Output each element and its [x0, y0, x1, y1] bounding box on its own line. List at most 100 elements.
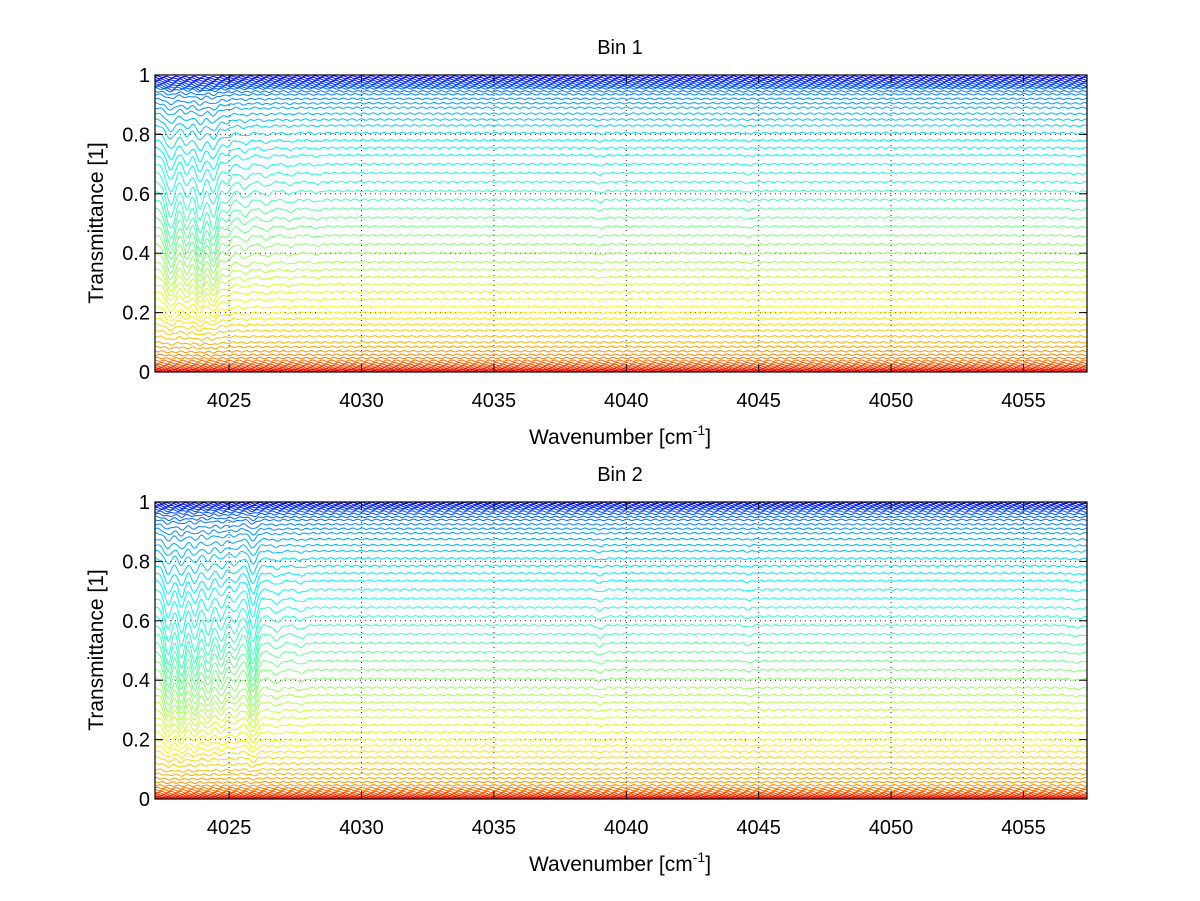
spectrum-line	[154, 730, 1088, 745]
spectrum-line	[154, 537, 1088, 550]
x-tick-label: 4050	[869, 817, 914, 839]
spectrum-line	[154, 738, 1088, 750]
spectrum-line	[154, 283, 1088, 303]
spectrum-line	[154, 112, 1088, 126]
spectrum-line	[154, 311, 1088, 323]
spectrum-line	[154, 504, 1088, 508]
axes-frame	[154, 501, 1088, 800]
spectrum-line	[154, 361, 1088, 365]
spectrum-line	[154, 353, 1088, 357]
spectrum-line	[154, 225, 1088, 265]
y-tick-label: 0.6	[122, 611, 150, 633]
spectrum-line	[154, 786, 1088, 790]
y-tick-label: 0.8	[122, 551, 150, 573]
spectrum-line	[154, 76, 1088, 81]
spectrum-line	[154, 668, 1088, 705]
spectrum-line	[154, 124, 1088, 141]
spectrum-line	[154, 788, 1088, 792]
spectrum-line	[154, 359, 1088, 363]
spectrum-line	[154, 543, 1088, 559]
spectrum-line	[154, 275, 1088, 298]
spectrum-line	[154, 512, 1088, 519]
x-tick-label: 4030	[339, 390, 384, 412]
spectrum-line	[154, 317, 1088, 328]
spectrum-line	[154, 90, 1088, 97]
spectrum-line	[154, 572, 1088, 599]
spectrum-line	[154, 243, 1088, 278]
spectrum-line	[154, 708, 1088, 729]
spectrum-line	[154, 305, 1088, 318]
spectrum-line	[154, 677, 1088, 710]
spectrum-line	[154, 189, 1088, 234]
spectrum-line	[154, 85, 1088, 92]
spectrum-line	[154, 615, 1088, 659]
y-tick-label: 0.6	[122, 184, 150, 206]
spectrum-line	[154, 207, 1088, 252]
spectrum-line	[154, 345, 1088, 350]
series-layer	[154, 501, 1088, 800]
y-axis-label: Transmittance [1]	[85, 569, 108, 730]
panel-bin-2: Bin 2 4025 4030 4035 4040 4045 4050 4055 0 0.2 0.…	[85, 464, 1088, 876]
spectrum-line	[154, 216, 1088, 258]
spectrum-line	[154, 260, 1088, 290]
spectrum-line	[154, 776, 1088, 781]
x-tick-label: 4045	[736, 390, 781, 412]
spectrum-line	[154, 744, 1088, 754]
spectrum-line	[154, 508, 1088, 513]
spectrum-line	[154, 356, 1088, 360]
spectrum-line	[154, 623, 1088, 669]
spectrum-line	[154, 527, 1088, 537]
spectrum-line	[154, 75, 1088, 79]
y-tick-label: 1	[139, 492, 150, 514]
spectrum-line	[154, 659, 1088, 697]
spectrum-line	[154, 606, 1088, 648]
spectrum-line	[154, 768, 1088, 773]
x-axis-label: Wavenumber [cm-1]	[529, 422, 711, 449]
y-tick-label: 0	[139, 362, 150, 384]
y-tick-label: 0.2	[122, 730, 150, 752]
spectrum-line	[154, 366, 1088, 369]
panel-bin-1: Bin 1 4025 4030 4035 4040 4045 4050 4055 0 0.2 0.…	[85, 37, 1088, 449]
spectrum-line	[154, 557, 1088, 576]
spectrum-line	[154, 750, 1088, 759]
spectrum-line	[154, 79, 1088, 84]
spectrum-line	[154, 579, 1088, 608]
spectrum-line	[154, 531, 1088, 542]
spectrum-line	[154, 588, 1088, 621]
spectrum-line	[154, 180, 1088, 222]
spectrum-line	[154, 341, 1088, 347]
y-tick-label: 0.4	[122, 243, 150, 265]
spectrum-line	[154, 153, 1088, 183]
x-tick-label: 4030	[339, 817, 384, 839]
x-tick-label: 4040	[604, 390, 649, 412]
spectrum-line	[154, 505, 1088, 509]
y-tick-label: 0.2	[122, 303, 150, 325]
spectrum-line	[154, 234, 1088, 272]
spectrum-line	[154, 329, 1088, 336]
spectrum-line	[154, 335, 1088, 341]
series-layer	[154, 75, 1088, 373]
spectrum-line	[154, 78, 1088, 82]
spectrum-line	[154, 523, 1088, 531]
x-tick-label: 4055	[1001, 390, 1046, 412]
spectrum-line	[154, 650, 1088, 690]
spectrum-line	[154, 723, 1088, 740]
spectrum-line	[154, 323, 1088, 332]
spectrum-line	[154, 87, 1088, 93]
spectrum-line	[154, 790, 1088, 794]
x-tick-label: 4040	[604, 817, 649, 839]
panel-title: Bin 1	[597, 37, 643, 59]
spectrum-line	[154, 549, 1088, 567]
spectrum-line	[154, 297, 1088, 314]
spectrum-line	[154, 251, 1088, 283]
spectrum-line	[154, 131, 1088, 152]
x-tick-label: 4025	[207, 390, 252, 412]
spectrum-line	[154, 290, 1088, 309]
y-axis-label: Transmittance [1]	[85, 142, 108, 303]
spectrum-line	[154, 118, 1088, 134]
spectrum-line	[154, 632, 1088, 678]
axes-frame	[154, 74, 1088, 373]
spectrum-line	[154, 641, 1088, 685]
spectrum-line	[154, 139, 1088, 163]
